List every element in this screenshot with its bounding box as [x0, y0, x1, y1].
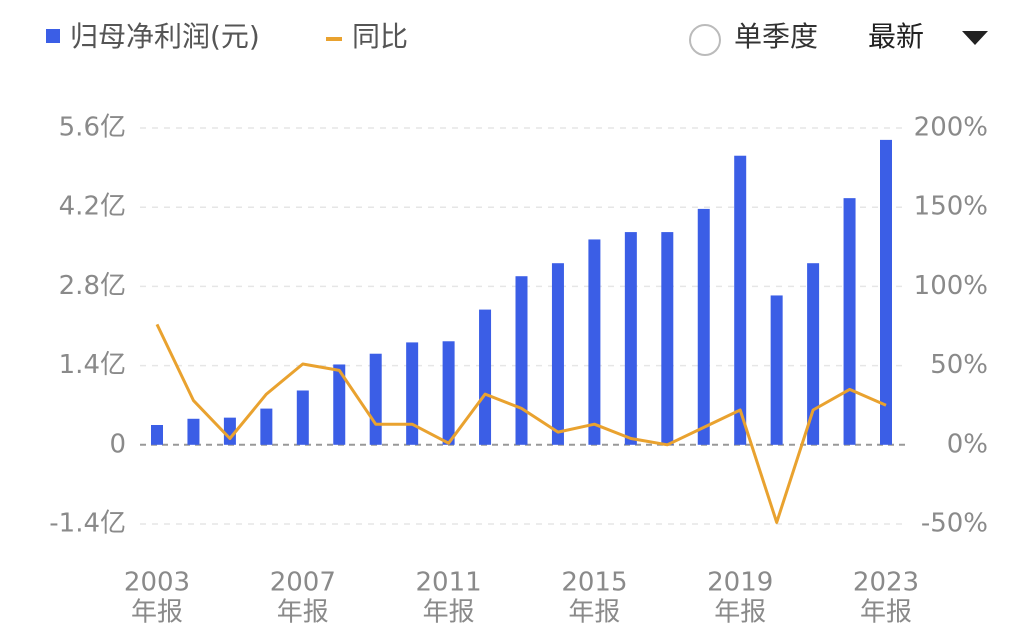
toggle[interactable]: 单季度 [689, 20, 818, 56]
bar [369, 353, 382, 445]
x-tick-label: 2015 [561, 568, 627, 598]
legend-label: 归母净利润(元) [70, 20, 260, 53]
bar [588, 239, 601, 445]
y2-tick-label: 0% [947, 429, 988, 459]
legend-swatch [326, 37, 342, 41]
bar [187, 418, 200, 445]
y2-tick-label: 100% [914, 271, 988, 301]
y-tick-label: -1.4亿 [49, 509, 126, 539]
dropdown[interactable]: 最新 [868, 20, 988, 53]
bar [880, 139, 892, 445]
bar [333, 364, 346, 445]
x-tick-suffix: 年报 [860, 598, 912, 628]
y2-tick-label: 50% [930, 350, 988, 380]
bar [551, 263, 564, 445]
bar [661, 232, 674, 445]
legend-label: 同比 [352, 20, 408, 53]
x-tick-label: 2023 [853, 568, 919, 598]
y-tick-label: 4.2亿 [59, 192, 126, 222]
y-tick-label: 5.6亿 [59, 113, 126, 143]
y2-tick-label: -50% [921, 509, 988, 539]
bar [260, 408, 273, 445]
bar [624, 232, 637, 445]
bar [223, 417, 236, 445]
y2-tick-label: 200% [914, 113, 988, 143]
x-tick-suffix: 年报 [714, 598, 766, 628]
bar [807, 263, 820, 445]
y2-tick-label: 150% [914, 192, 988, 222]
bar [770, 295, 783, 445]
bar [296, 390, 309, 445]
x-tick-suffix: 年报 [277, 598, 329, 628]
dropdown-arrow[interactable] [962, 31, 988, 45]
bar [734, 155, 747, 445]
x-tick-label: 2007 [270, 568, 336, 598]
bar [406, 342, 419, 445]
radio[interactable] [689, 24, 721, 56]
y-tick-label: 0 [109, 429, 126, 459]
bar [697, 208, 710, 445]
x-tick-label: 2003 [124, 568, 190, 598]
bar [515, 276, 528, 445]
bar [442, 341, 455, 445]
toggle-label[interactable]: 单季度 [734, 20, 818, 53]
bar [843, 198, 856, 445]
x-tick-label: 2011 [416, 568, 482, 598]
bar [151, 425, 163, 445]
dropdown-label[interactable]: 最新 [868, 20, 924, 53]
x-tick-suffix: 年报 [568, 598, 620, 628]
x-tick-suffix: 年报 [131, 598, 183, 628]
x-tick-label: 2019 [707, 568, 773, 598]
x-tick-suffix: 年报 [423, 598, 475, 628]
bar [479, 309, 492, 445]
legend-swatch [46, 29, 60, 43]
y-tick-label: 1.4亿 [59, 350, 126, 380]
y-tick-label: 2.8亿 [59, 271, 126, 301]
line [155, 323, 887, 524]
